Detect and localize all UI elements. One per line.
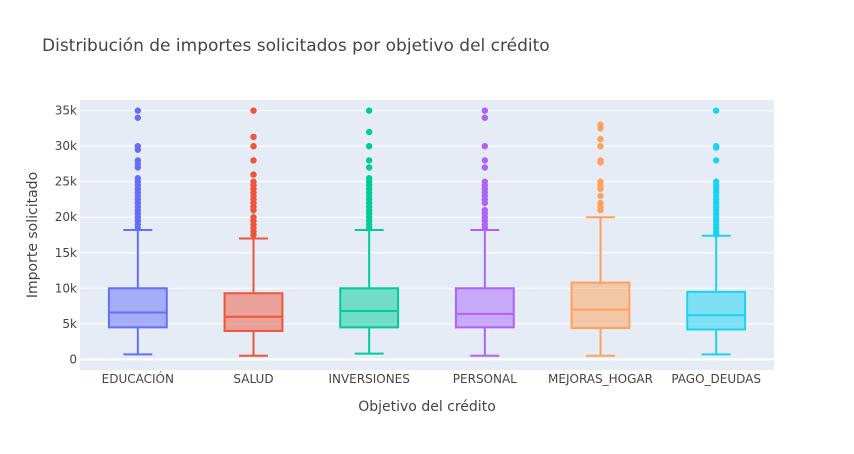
outlier-point [250,107,257,114]
box-series-educación [107,107,168,356]
x-axis-label: Objetivo del crédito [358,399,496,415]
outlier-point [365,128,373,136]
x-tick-label: PAGO_DEUDAS [671,372,761,386]
outlier-point [481,114,489,121]
outlier-point [250,214,257,221]
outlier-point [597,192,604,200]
outlier-point [481,206,489,214]
y-tick-label: 35k [55,104,77,118]
outlier-point [134,114,142,121]
outlier-point [134,157,142,164]
gridlines [80,110,774,361]
outlier-point [481,142,489,150]
outlier-point [481,178,489,185]
outlier-point [365,164,373,171]
outlier-point [712,157,720,164]
box-series-inversiones [339,107,400,355]
outlier-point [712,142,720,150]
x-tick-label: PERSONAL [453,372,517,386]
x-tick-label: SALUD [233,372,273,386]
outlier-point [134,174,142,182]
box-iqr [454,287,515,329]
outlier-point [250,171,257,178]
outlier-point [712,178,720,185]
box-iqr [107,287,168,329]
outlier-point [481,157,489,164]
outlier-point [250,178,257,185]
box-series [107,107,747,357]
plot-area-background [80,100,774,370]
y-tick-label: 25k [55,175,77,189]
box-iqr [686,290,747,331]
outlier-point [134,142,142,150]
outlier-point [365,174,373,182]
outlier-point [365,142,373,150]
y-tick-label: 10k [55,281,77,295]
y-tick-label: 5k [62,317,77,331]
outlier-point [481,164,489,171]
x-tick-label: EDUCACIÓN [102,371,174,386]
outlier-point [597,135,604,143]
outlier-point [597,142,604,150]
outlier-point [250,157,257,164]
box-series-personal [454,107,515,357]
box-series-mejoras_hogar [570,121,631,357]
outlier-point [250,133,257,141]
x-tick-label: INVERSIONES [328,372,409,386]
outlier-point [712,107,720,114]
x-axis-tick-labels: EDUCACIÓN SALUD INVERSIONES PERSONAL MEJORAS… [102,371,761,386]
y-tick-label: 30k [55,139,77,153]
outlier-point [597,199,604,207]
y-tick-label: 20k [55,210,77,224]
box-iqr [223,292,284,332]
outlier-point [365,157,373,164]
box-iqr [339,287,400,329]
outlier-point [597,178,604,185]
outlier-point [365,107,373,114]
y-tick-label: 15k [55,246,77,260]
x-tick-label: MEJORAS_HOGAR [548,372,653,386]
box-series-salud [223,107,284,357]
outlier-point [250,142,257,150]
y-tick-label: 0 [69,352,77,366]
chart-title: Distribución de importes solicitados por… [42,36,550,56]
box-iqr [570,281,631,330]
y-axis-tick-labels: 0 5k 10k 15k 20k 25k 30k 35k [55,104,77,367]
outlier-point [134,107,142,114]
box-series-pago_deudas [686,107,747,356]
outlier-point [597,157,604,164]
outlier-point [481,107,489,114]
y-axis-label: Importe solicitado [25,172,41,298]
outlier-point [597,121,604,129]
